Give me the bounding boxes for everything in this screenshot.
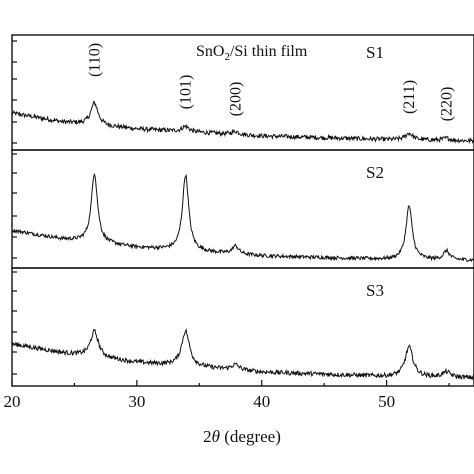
series-label-s1: S1 (366, 43, 384, 62)
series-line-s2 (11, 172, 474, 263)
peak-label: (101) (178, 75, 195, 110)
y-axis-ticks (12, 40, 17, 375)
peak-label: (220) (439, 87, 456, 122)
x-axis-tick-labels: 20 30 40 50 (4, 392, 396, 411)
peak-label: (200) (228, 82, 245, 117)
x-tick-label: 40 (253, 392, 270, 411)
panel-frame-s2 (11, 149, 474, 269)
series-label-s2: S2 (366, 163, 384, 182)
chart-title: SnO2/Si thin film (196, 43, 308, 63)
x-axis-ticks (11, 380, 450, 386)
peak-labels: (110) (101) (200) (211) (220) (86, 43, 455, 121)
x-axis-title: 2θ (degree) (203, 427, 281, 446)
panel-frame-s3 (11, 267, 474, 387)
x-tick-label: 30 (128, 392, 145, 411)
peak-label: (110) (86, 43, 103, 77)
x-tick-label: 50 (378, 392, 395, 411)
x-tick-label: 20 (4, 392, 21, 411)
series-label-s3: S3 (366, 281, 384, 300)
peak-label: (211) (401, 80, 418, 114)
series-line-s3 (11, 328, 474, 381)
series-line-s1 (11, 100, 474, 145)
